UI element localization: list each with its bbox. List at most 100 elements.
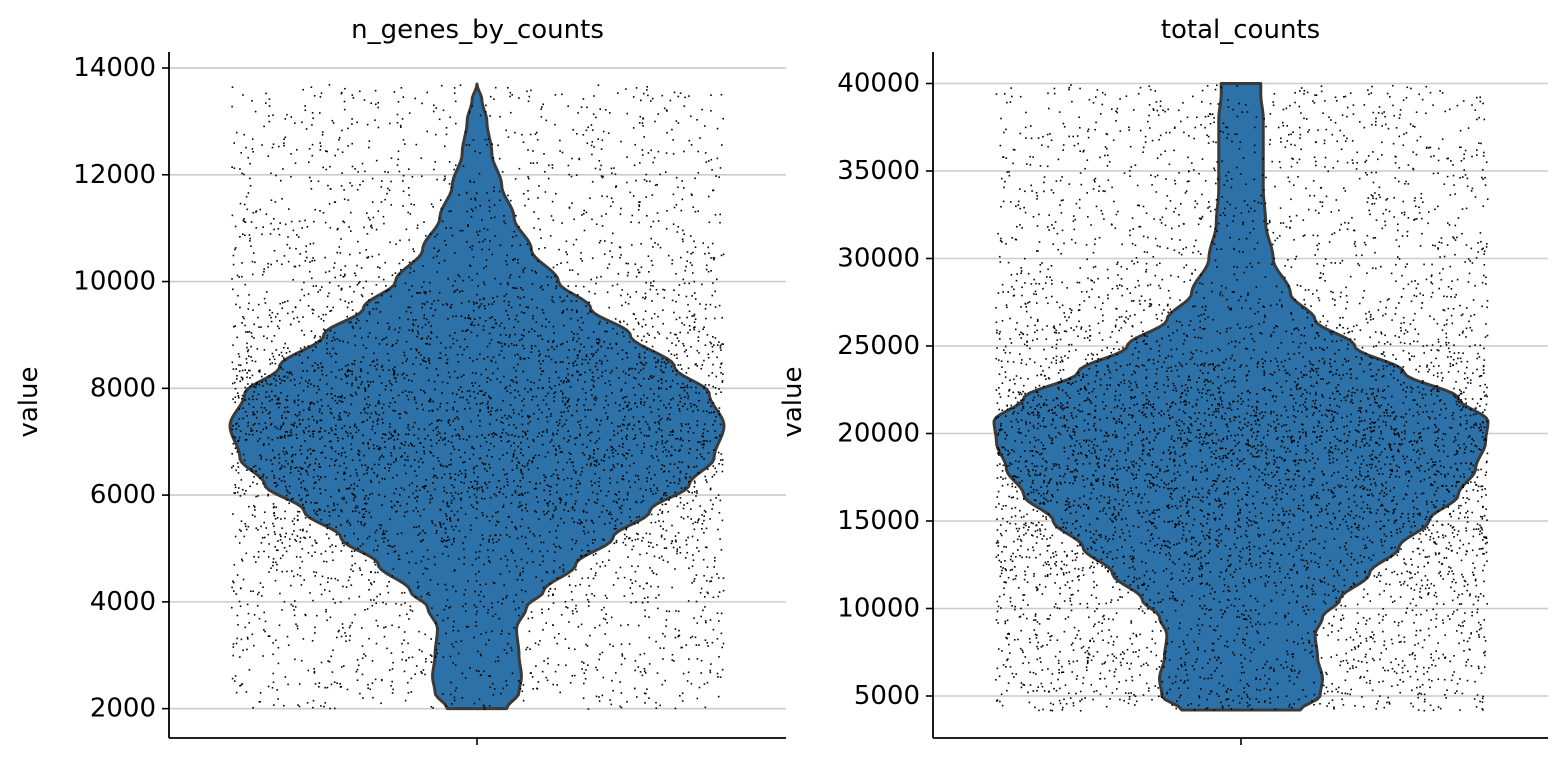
data-point xyxy=(575,300,578,302)
data-point xyxy=(716,157,719,160)
data-point xyxy=(383,441,386,443)
data-point xyxy=(546,502,548,505)
data-point xyxy=(716,356,718,359)
data-point xyxy=(627,303,630,305)
data-point xyxy=(642,500,645,502)
data-point xyxy=(257,316,259,319)
data-point xyxy=(628,341,631,343)
data-point xyxy=(696,349,699,352)
data-point xyxy=(561,222,563,224)
data-point xyxy=(655,707,658,709)
data-point xyxy=(694,318,697,320)
data-point xyxy=(342,447,344,449)
data-point xyxy=(576,559,579,561)
data-point xyxy=(544,247,546,249)
data-point xyxy=(233,167,236,169)
data-point xyxy=(394,401,396,404)
data-point xyxy=(277,646,280,649)
data-point xyxy=(396,438,399,441)
data-point xyxy=(333,681,336,683)
data-point xyxy=(620,511,623,514)
data-point xyxy=(268,105,271,107)
data-point xyxy=(279,533,281,536)
data-point xyxy=(448,539,450,541)
data-point xyxy=(559,501,562,504)
data-point xyxy=(254,509,256,511)
data-point xyxy=(514,318,517,321)
data-point xyxy=(514,131,516,134)
data-point xyxy=(332,509,334,512)
data-point xyxy=(626,274,629,277)
data-point xyxy=(442,500,444,503)
data-point xyxy=(268,314,271,316)
data-point xyxy=(453,537,455,540)
data-point xyxy=(592,456,595,459)
data-point xyxy=(486,143,488,146)
data-point xyxy=(619,213,622,216)
data-point xyxy=(314,481,317,484)
data-point xyxy=(506,595,508,597)
data-point xyxy=(343,425,346,427)
data-point xyxy=(262,428,264,431)
data-point xyxy=(333,464,336,466)
data-point xyxy=(505,310,507,312)
data-point xyxy=(297,704,299,706)
data-point xyxy=(311,260,313,262)
data-point xyxy=(327,184,329,187)
data-point xyxy=(369,364,372,367)
data-point xyxy=(609,469,612,472)
data-point xyxy=(584,381,586,383)
data-point xyxy=(631,367,633,370)
data-point xyxy=(273,335,276,337)
data-point xyxy=(239,656,241,658)
data-point xyxy=(345,640,347,642)
data-point xyxy=(538,518,540,520)
data-point xyxy=(501,432,504,434)
data-point xyxy=(674,707,677,710)
data-point xyxy=(498,157,501,160)
data-point xyxy=(602,130,605,133)
data-point xyxy=(391,383,393,386)
data-point xyxy=(519,244,522,246)
data-point xyxy=(645,196,647,198)
data-point xyxy=(678,634,681,637)
data-point xyxy=(630,408,632,410)
data-point xyxy=(450,210,452,212)
data-point xyxy=(443,608,446,611)
data-point xyxy=(539,550,541,553)
violin-panel-n-genes-by-counts: 2000400060008000100001200014000valuen_ge… xyxy=(14,15,786,745)
data-point xyxy=(551,299,553,302)
data-point xyxy=(263,443,265,445)
data-point xyxy=(242,417,244,420)
data-point xyxy=(562,568,565,571)
data-point xyxy=(484,307,486,310)
data-point xyxy=(259,692,262,694)
data-point xyxy=(555,449,557,451)
data-point xyxy=(471,321,474,324)
data-point xyxy=(550,485,552,488)
data-point xyxy=(546,679,549,682)
data-point xyxy=(550,215,553,217)
data-point xyxy=(446,599,449,601)
data-point xyxy=(519,688,522,690)
data-point xyxy=(503,327,506,329)
data-point xyxy=(302,503,304,506)
data-point xyxy=(499,325,501,327)
data-point xyxy=(275,482,277,484)
data-point xyxy=(696,492,698,494)
data-point xyxy=(313,430,315,433)
data-point xyxy=(593,530,595,533)
data-point xyxy=(413,373,416,375)
data-point xyxy=(682,382,684,385)
data-point xyxy=(478,385,481,387)
data-point xyxy=(371,492,374,495)
data-point xyxy=(331,119,334,122)
data-point xyxy=(343,544,345,547)
data-point xyxy=(519,452,522,454)
data-point xyxy=(697,472,700,474)
data-point xyxy=(439,524,442,526)
data-point xyxy=(534,510,536,512)
data-point xyxy=(455,164,457,167)
data-point xyxy=(317,291,319,293)
data-point xyxy=(543,474,545,476)
